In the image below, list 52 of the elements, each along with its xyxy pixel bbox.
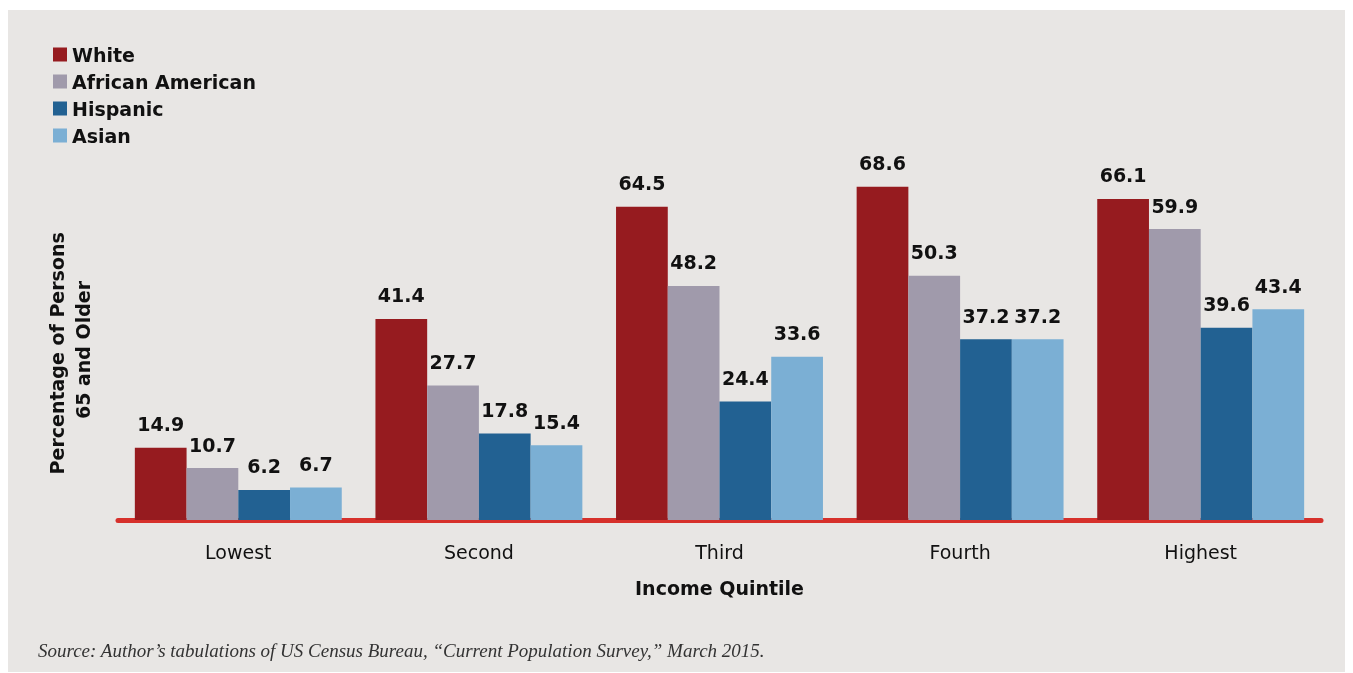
bar — [908, 275, 961, 520]
x-tick-label: Third — [694, 540, 744, 563]
legend-label: Asian — [72, 124, 131, 147]
legend-label: African American — [72, 70, 256, 93]
data-label: 37.2 — [1014, 304, 1062, 327]
bar — [1200, 327, 1253, 520]
y-axis-title: Percentage of Persons 65 and Older — [46, 225, 94, 475]
bar — [771, 356, 823, 520]
x-axis-title: Income Quintile — [635, 576, 804, 599]
bar — [960, 339, 1012, 520]
x-tick-label: Highest — [1164, 540, 1238, 563]
data-label: 33.6 — [773, 322, 821, 345]
x-tick-label: Fourth — [929, 540, 991, 563]
bar — [530, 445, 583, 520]
data-label: 64.5 — [618, 172, 666, 195]
bar — [186, 468, 239, 520]
data-label: 68.6 — [859, 152, 906, 175]
data-label: 15.4 — [533, 410, 580, 433]
bar — [719, 401, 772, 520]
bar — [1097, 198, 1149, 520]
data-label: 17.8 — [481, 399, 529, 422]
x-tick-label: Lowest — [205, 540, 272, 563]
bar — [427, 385, 479, 520]
data-label: 48.2 — [670, 251, 718, 274]
bar — [478, 433, 531, 520]
data-label: 43.4 — [1254, 274, 1302, 297]
data-label: 6.2 — [247, 455, 281, 478]
bar — [616, 206, 668, 520]
source-note: Source: Author’s tabulations of US Census Bureau, “Current Population Survey,” March 2015. — [38, 640, 765, 661]
data-label: 39.6 — [1203, 293, 1251, 316]
bar — [134, 447, 187, 520]
x-tick-label: Second — [443, 540, 514, 563]
data-label: 14.9 — [137, 413, 185, 436]
data-label: 50.3 — [910, 241, 958, 264]
data-label: 10.7 — [188, 433, 236, 456]
bar — [1011, 339, 1064, 520]
data-label: 27.7 — [429, 350, 477, 373]
bar — [290, 487, 342, 520]
data-label: 59.9 — [1151, 194, 1199, 217]
bar — [1252, 309, 1305, 520]
data-label: 37.2 — [962, 304, 1010, 327]
data-label: 41.4 — [377, 284, 425, 307]
bar — [856, 186, 909, 520]
legend-label: Hispanic — [72, 97, 164, 120]
data-label: 6.7 — [299, 452, 333, 475]
bar — [667, 285, 720, 520]
bar — [375, 318, 428, 520]
data-label: 24.4 — [721, 366, 769, 389]
bar — [1148, 229, 1201, 520]
bar — [238, 489, 291, 520]
legend-label: White — [72, 43, 135, 66]
data-label: 66.1 — [1099, 164, 1147, 187]
